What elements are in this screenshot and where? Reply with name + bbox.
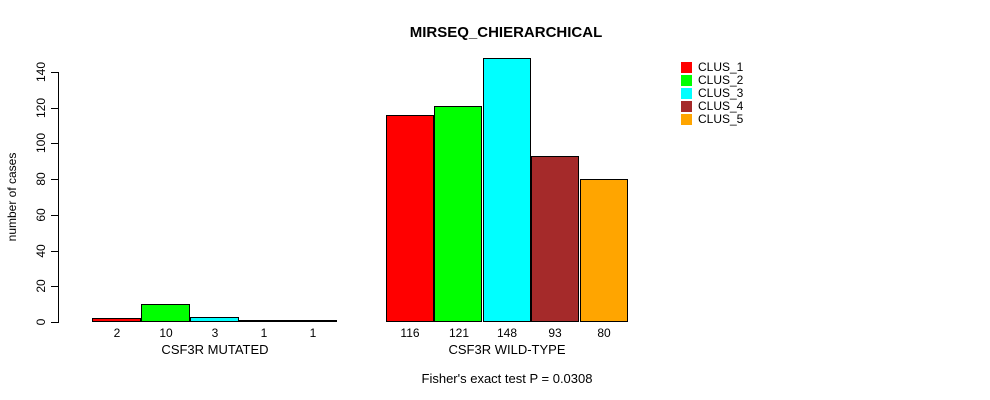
bar-value-label: 116 xyxy=(400,326,420,340)
bar-clus_4-group1 xyxy=(531,156,579,322)
y-tick-label: 20 xyxy=(34,279,48,293)
y-tick xyxy=(51,179,59,180)
bar-value-label: 3 xyxy=(211,326,219,340)
bar-value-label: 1 xyxy=(260,326,268,340)
bar-clus_2-group1 xyxy=(434,106,482,322)
bar-value-label: 1 xyxy=(309,326,317,340)
bar-value-label: 80 xyxy=(597,326,611,340)
group-label-csf3r-mutated: CSF3R MUTATED xyxy=(161,342,269,357)
bar-clus_1-group1 xyxy=(386,115,434,322)
bar-clus_5-group0 xyxy=(288,320,337,322)
y-tick xyxy=(51,143,59,144)
legend-swatch-clus_3 xyxy=(681,88,692,99)
legend-item-clus_4: CLUS_4 xyxy=(681,100,743,113)
legend-label: CLUS_5 xyxy=(698,112,744,126)
y-tick xyxy=(51,286,59,287)
legend-label: CLUS_4 xyxy=(698,99,744,113)
y-tick xyxy=(51,108,59,109)
y-tick xyxy=(51,322,59,323)
legend-item-clus_1: CLUS_1 xyxy=(681,61,743,74)
legend-label: CLUS_3 xyxy=(698,86,744,100)
chart-title: MIRSEQ_CHIERARCHICAL xyxy=(409,24,603,41)
legend-label: CLUS_2 xyxy=(698,73,744,87)
y-tick xyxy=(51,215,59,216)
y-tick-label: 100 xyxy=(34,132,48,154)
y-tick xyxy=(51,251,59,252)
legend-swatch-clus_5 xyxy=(681,114,692,125)
bar-clus_3-group1 xyxy=(483,58,531,322)
y-tick-label: 0 xyxy=(34,318,48,326)
bar-value-label: 148 xyxy=(496,326,518,340)
y-tick xyxy=(51,72,59,73)
legend-item-clus_3: CLUS_3 xyxy=(681,87,743,100)
legend-item-clus_2: CLUS_2 xyxy=(681,74,743,87)
y-tick-label: 120 xyxy=(34,97,48,119)
bar-value-label: 121 xyxy=(448,326,470,340)
bar-clus_3-group0 xyxy=(190,317,239,322)
legend-item-clus_5: CLUS_5 xyxy=(681,113,743,126)
legend-label: CLUS_1 xyxy=(698,60,744,74)
y-tick-label: 60 xyxy=(34,208,48,222)
bar-value-label: 10 xyxy=(159,326,173,340)
y-tick-label: 140 xyxy=(34,61,48,83)
y-axis-label: number of cases xyxy=(5,152,19,242)
bar-clus_5-group1 xyxy=(580,179,628,322)
legend-swatch-clus_1 xyxy=(681,62,692,73)
y-tick-label: 80 xyxy=(34,172,48,186)
y-tick-label: 40 xyxy=(34,244,48,258)
y-axis-line xyxy=(58,72,59,323)
bar-value-label: 93 xyxy=(548,326,562,340)
bar-clus_1-group0 xyxy=(92,318,141,322)
legend-swatch-clus_4 xyxy=(681,101,692,112)
group-label-csf3r-wild-type: CSF3R WILD-TYPE xyxy=(448,342,566,357)
bar-clus_4-group0 xyxy=(239,320,288,322)
annotation-fisher-test: Fisher's exact test P = 0.0308 xyxy=(421,371,593,386)
legend: CLUS_1 CLUS_2 CLUS_3 CLUS_4 CLUS_5 xyxy=(681,61,743,126)
bar-clus_2-group0 xyxy=(141,304,190,322)
bar-value-label: 2 xyxy=(113,326,121,340)
legend-swatch-clus_2 xyxy=(681,75,692,86)
